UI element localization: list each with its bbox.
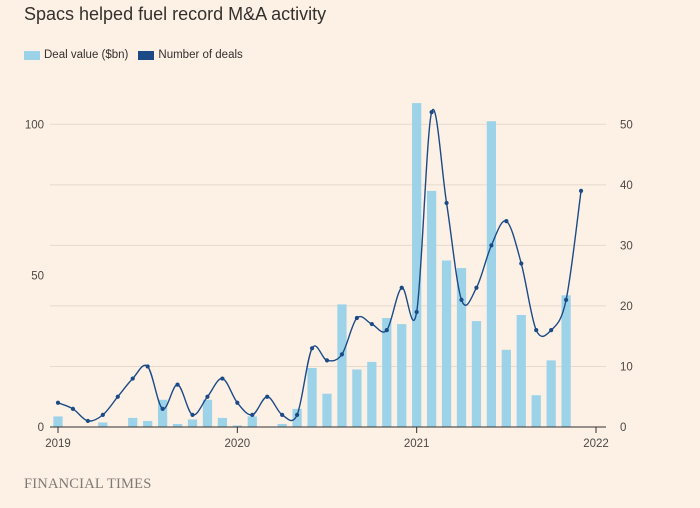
legend-label-number-of-deals: Number of deals: [158, 49, 243, 61]
line-point: [235, 400, 240, 405]
bar: [382, 318, 392, 427]
bar: [232, 425, 242, 427]
bar: [337, 304, 347, 427]
line-point: [534, 328, 539, 333]
bar: [187, 419, 198, 427]
y-right-tick-label: 20: [620, 301, 633, 313]
chart-plot: 2019 2020 2021 2022 0 50 100 0 10 20 30 40 50: [25, 103, 633, 450]
bar: [172, 423, 183, 427]
line-point: [549, 328, 554, 333]
y-right-tick-label: 0: [620, 422, 626, 434]
bar: [307, 367, 317, 427]
line-point: [190, 412, 195, 417]
x-tick-label: 2019: [45, 438, 71, 450]
bar: [277, 423, 287, 427]
line-point: [459, 297, 464, 302]
line-point: [205, 394, 210, 399]
line-point: [399, 285, 404, 290]
line-point: [504, 219, 509, 224]
y-right-tick-label: 50: [620, 119, 633, 131]
line-point: [145, 364, 150, 369]
x-tick-label: 2022: [583, 438, 609, 450]
legend-swatch-number-of-deals: [138, 50, 155, 60]
line-point: [265, 394, 270, 399]
line-point: [280, 412, 285, 417]
bar: [501, 349, 511, 427]
bar: [426, 190, 437, 427]
line-point: [220, 376, 225, 381]
bar: [217, 417, 228, 427]
line-point: [578, 188, 584, 193]
bar: [143, 420, 153, 427]
bar: [128, 417, 138, 427]
bar: [98, 422, 108, 427]
legend-item-deal-value: Deal value ($bn): [24, 49, 128, 61]
bar: [516, 314, 526, 427]
line-point: [444, 200, 449, 206]
line-point: [115, 394, 120, 399]
legend-label-deal-value: Deal value ($bn): [44, 49, 129, 61]
line-point: [384, 328, 389, 333]
line-point: [429, 110, 434, 115]
line-point: [175, 382, 180, 387]
y-right-tick-label: 30: [620, 240, 633, 252]
x-tick-label: 2020: [225, 438, 251, 450]
line-point: [55, 400, 61, 405]
line-point: [324, 358, 330, 363]
y-left-tick-label: 100: [25, 119, 44, 131]
legend: Deal value ($bn) Number of deals: [24, 49, 253, 61]
line-point: [85, 418, 90, 424]
line-point: [474, 285, 479, 290]
line-point: [295, 412, 300, 417]
bar: [322, 393, 332, 427]
line-point: [130, 376, 135, 381]
y-left-tick-label: 50: [31, 271, 44, 283]
bar: [367, 361, 377, 427]
line-point: [250, 412, 255, 417]
y-left-tick-label: 0: [38, 422, 44, 434]
line-point: [369, 321, 374, 327]
bar: [397, 324, 407, 427]
line-point: [564, 297, 569, 302]
y-right-tick-label: 10: [620, 361, 633, 373]
series-line-number-of-deals: [57, 108, 582, 422]
y-right-tick-label: 40: [620, 180, 633, 192]
bar: [157, 399, 168, 427]
legend-swatch-deal-value: [24, 50, 40, 60]
line-point: [160, 406, 165, 411]
line-point: [414, 309, 419, 315]
bar: [412, 103, 422, 427]
line-point: [309, 346, 315, 351]
line-point: [100, 412, 105, 417]
bar: [292, 408, 302, 427]
bar: [486, 121, 497, 427]
line-point: [339, 352, 345, 357]
bar: [546, 360, 556, 427]
source-credit: FINANCIAL TIMES: [24, 476, 152, 492]
chart-title: Spacs helped fuel record M&A activity: [24, 4, 327, 24]
line-point: [354, 315, 359, 321]
bar: [53, 416, 63, 427]
line-point: [70, 406, 76, 411]
bar: [441, 260, 452, 427]
line-point: [489, 243, 494, 248]
bar: [471, 321, 482, 427]
bar: [352, 369, 362, 427]
bar: [456, 268, 467, 427]
bar: [561, 295, 571, 427]
x-tick-label: 2021: [404, 438, 430, 450]
bar: [202, 399, 213, 427]
bar: [247, 416, 257, 427]
legend-item-number-of-deals: Number of deals: [138, 49, 243, 61]
line-point: [519, 261, 524, 266]
bar: [531, 395, 541, 427]
